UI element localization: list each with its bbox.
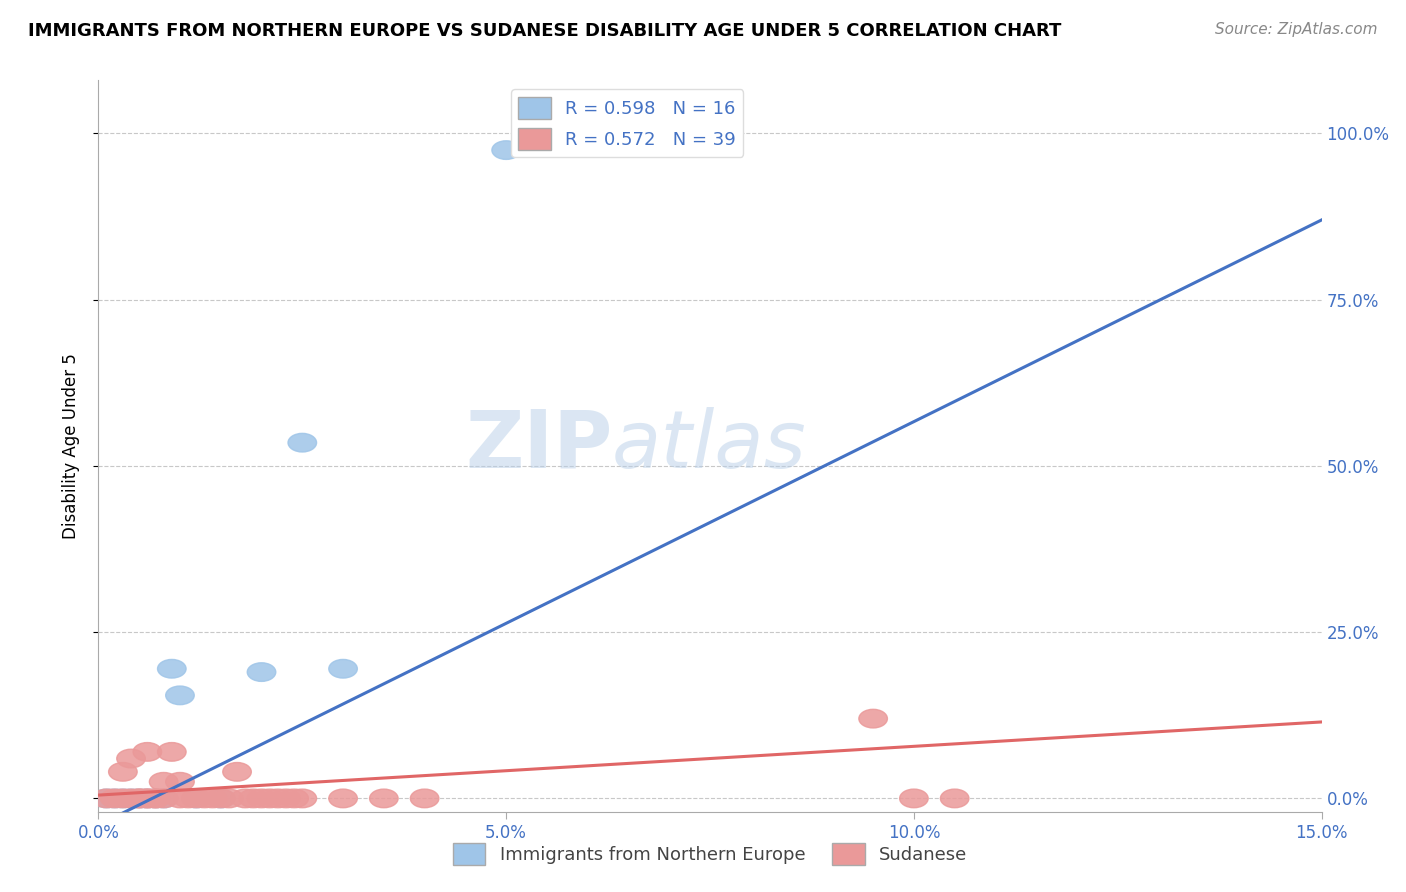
Ellipse shape: [859, 709, 887, 728]
Ellipse shape: [411, 789, 439, 808]
Ellipse shape: [134, 742, 162, 761]
Text: ZIP: ZIP: [465, 407, 612, 485]
Ellipse shape: [134, 789, 162, 808]
Ellipse shape: [157, 659, 186, 678]
Ellipse shape: [166, 789, 194, 808]
Ellipse shape: [141, 789, 170, 808]
Ellipse shape: [108, 789, 138, 808]
Ellipse shape: [157, 742, 186, 761]
Ellipse shape: [231, 789, 260, 808]
Ellipse shape: [288, 434, 316, 452]
Ellipse shape: [222, 763, 252, 781]
Ellipse shape: [247, 789, 276, 808]
Ellipse shape: [125, 789, 153, 808]
Ellipse shape: [100, 789, 129, 808]
Text: Source: ZipAtlas.com: Source: ZipAtlas.com: [1215, 22, 1378, 37]
Ellipse shape: [141, 789, 170, 808]
Ellipse shape: [239, 789, 267, 808]
Ellipse shape: [93, 789, 121, 808]
Ellipse shape: [108, 763, 138, 781]
Ellipse shape: [108, 789, 138, 808]
Ellipse shape: [93, 789, 121, 808]
Ellipse shape: [247, 663, 276, 681]
Ellipse shape: [280, 789, 308, 808]
Ellipse shape: [329, 659, 357, 678]
Ellipse shape: [256, 789, 284, 808]
Ellipse shape: [207, 789, 235, 808]
Legend: Immigrants from Northern Europe, Sudanese: Immigrants from Northern Europe, Sudanes…: [446, 836, 974, 872]
Ellipse shape: [166, 686, 194, 705]
Ellipse shape: [117, 789, 145, 808]
Ellipse shape: [492, 141, 520, 160]
Ellipse shape: [329, 789, 357, 808]
Text: IMMIGRANTS FROM NORTHERN EUROPE VS SUDANESE DISABILITY AGE UNDER 5 CORRELATION C: IMMIGRANTS FROM NORTHERN EUROPE VS SUDAN…: [28, 22, 1062, 40]
Ellipse shape: [288, 789, 316, 808]
Ellipse shape: [174, 789, 202, 808]
Ellipse shape: [100, 789, 129, 808]
Ellipse shape: [166, 772, 194, 791]
Ellipse shape: [370, 789, 398, 808]
Ellipse shape: [125, 789, 153, 808]
Ellipse shape: [198, 789, 226, 808]
Ellipse shape: [141, 789, 170, 808]
Y-axis label: Disability Age Under 5: Disability Age Under 5: [62, 353, 80, 539]
Ellipse shape: [125, 789, 153, 808]
Ellipse shape: [271, 789, 301, 808]
Ellipse shape: [215, 789, 243, 808]
Ellipse shape: [149, 789, 179, 808]
Ellipse shape: [941, 789, 969, 808]
Ellipse shape: [181, 789, 211, 808]
Ellipse shape: [117, 749, 145, 768]
Ellipse shape: [117, 789, 145, 808]
Ellipse shape: [181, 789, 211, 808]
Ellipse shape: [263, 789, 292, 808]
Ellipse shape: [149, 789, 179, 808]
Ellipse shape: [900, 789, 928, 808]
Ellipse shape: [134, 789, 162, 808]
Ellipse shape: [207, 789, 235, 808]
Text: atlas: atlas: [612, 407, 807, 485]
Ellipse shape: [134, 789, 162, 808]
Ellipse shape: [149, 772, 179, 791]
Ellipse shape: [190, 789, 219, 808]
